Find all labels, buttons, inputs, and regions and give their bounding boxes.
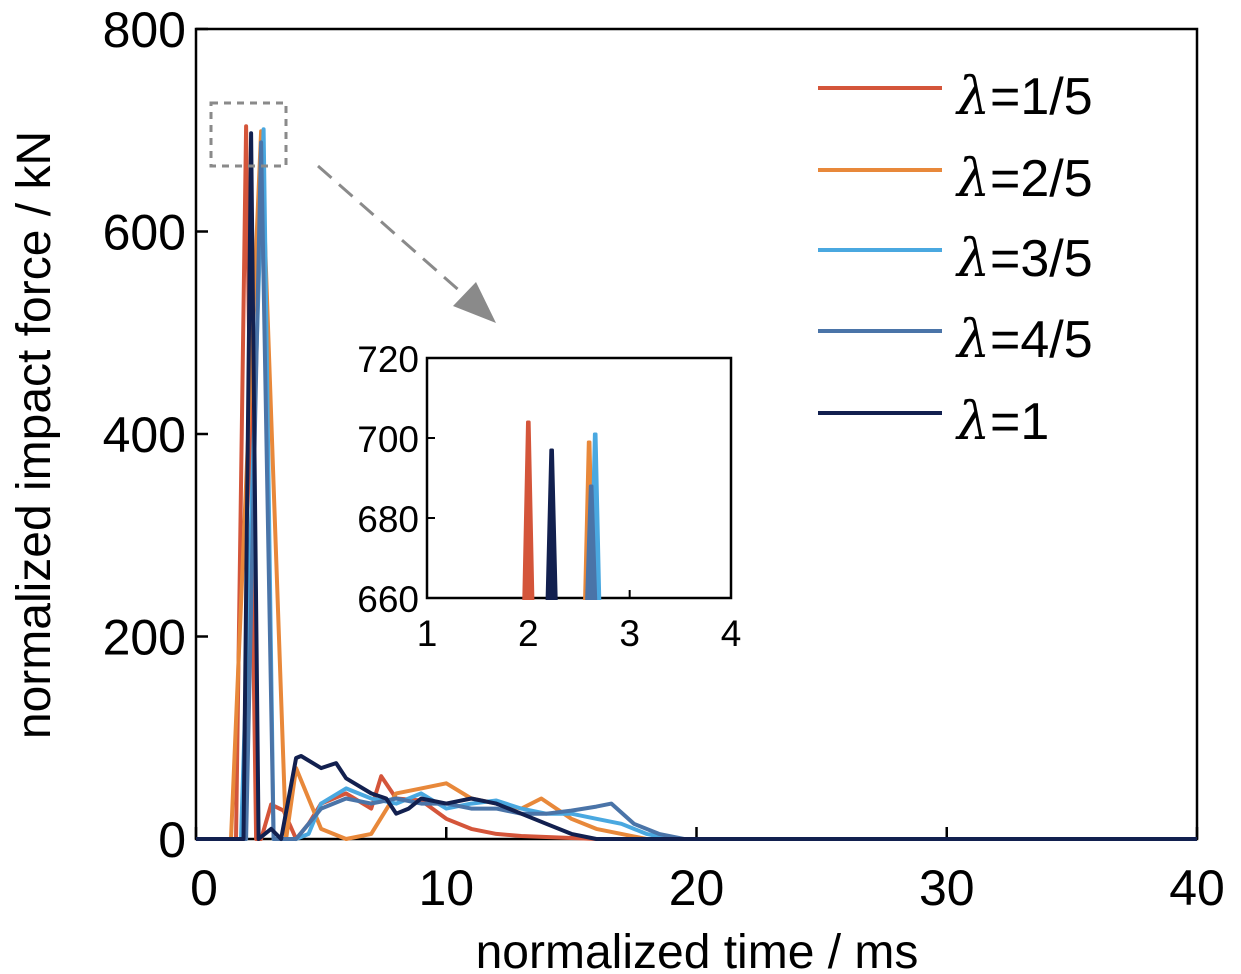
inset-series-group (522, 420, 602, 601)
inset-peak-4 (585, 484, 598, 601)
inset-x-ticks: 1 2 3 4 (417, 590, 742, 654)
legend-entry: λ=1/5 (955, 67, 1093, 127)
inset-x-tick-label: 3 (619, 613, 640, 654)
legend-entry: λ=2/5 (955, 149, 1093, 209)
legend: λ=1/5 λ=2/5 λ=3/5 λ=4/5 λ=1 (818, 67, 1093, 452)
inset-y-tick-label: 700 (357, 419, 419, 460)
inset-x-tick-label: 1 (417, 613, 438, 654)
legend-entry: λ=3/5 (955, 229, 1093, 289)
legend-entry: λ=1 (955, 392, 1049, 452)
y-tick-label: 600 (103, 205, 186, 261)
inset-plot-frame (425, 356, 733, 600)
zoom-arrow-head (453, 282, 496, 323)
inset-peak-5 (545, 448, 558, 601)
y-tick-label: 200 (103, 610, 186, 666)
inset-x-tick-label: 2 (518, 613, 539, 654)
x-axis-label: normalized time / ms (476, 926, 919, 974)
inset-x-tick-label: 4 (721, 613, 742, 654)
inset-peak-1 (522, 420, 535, 601)
x-tick-label: 0 (190, 860, 218, 916)
x-tick-label: 20 (669, 860, 725, 916)
inset-y-tick-label: 680 (357, 499, 419, 540)
inset-y-tick-label: 720 (357, 339, 419, 380)
legend-entry: λ=4/5 (955, 310, 1093, 370)
main-y-ticks: 0 200 400 600 800 (103, 2, 208, 868)
series-line-2 (196, 129, 1197, 841)
x-tick-label: 30 (919, 860, 975, 916)
x-tick-label: 10 (418, 860, 474, 916)
inset-y-ticks: 660 680 700 720 (357, 339, 435, 620)
series-line-4 (196, 140, 1197, 841)
y-tick-label: 400 (103, 407, 186, 463)
main-series-group (196, 124, 1197, 841)
y-tick-label: 800 (103, 2, 186, 58)
x-tick-label: 40 (1169, 860, 1225, 916)
inset-y-tick-label: 660 (357, 579, 419, 620)
zoom-region-box (209, 101, 288, 168)
zoom-arrow-line (317, 164, 471, 302)
y-axis-label: normalized impact force / kN (8, 131, 61, 739)
y-tick-label: 0 (158, 812, 186, 868)
main-x-ticks: 0 10 20 30 40 (190, 827, 1225, 916)
series-line-5 (196, 131, 1197, 841)
